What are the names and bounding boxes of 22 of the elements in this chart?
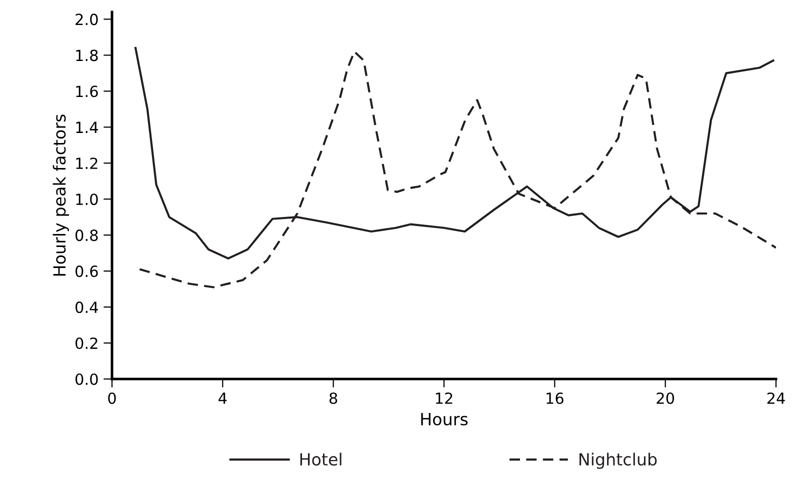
- x-tick-label: 24: [767, 392, 785, 404]
- legend-label: Nightclub: [580, 452, 657, 469]
- y-tick-label: 1.8: [76, 50, 98, 62]
- y-tick-label: 1.6: [76, 86, 98, 98]
- x-tick-label: 20: [656, 392, 674, 404]
- x-tick-label: 16: [546, 392, 564, 404]
- y-tick-label: 0.8: [76, 230, 98, 242]
- y-tick-label: 0.4: [76, 302, 98, 314]
- x-tick-label: 12: [436, 392, 452, 404]
- y-tick-label: 1.4: [76, 122, 98, 133]
- x-tick-label: 8: [330, 392, 338, 404]
- y-tick-label: 1.2: [76, 158, 98, 169]
- x-tick-label: 4: [218, 392, 227, 404]
- legend-label: Hotel: [300, 452, 342, 466]
- y-tick-label: 0.6: [76, 266, 98, 278]
- x-tick-label: 0: [108, 392, 116, 404]
- x-axis-title: Hours: [421, 413, 468, 426]
- y-tick-label: 0.2: [76, 337, 98, 350]
- y-axis-title: Hourly peak factors: [52, 114, 69, 276]
- y-tick-label: 0.0: [76, 373, 98, 386]
- y-tick-label: 1.0: [76, 194, 98, 206]
- y-tick-label: 2.0: [76, 14, 98, 26]
